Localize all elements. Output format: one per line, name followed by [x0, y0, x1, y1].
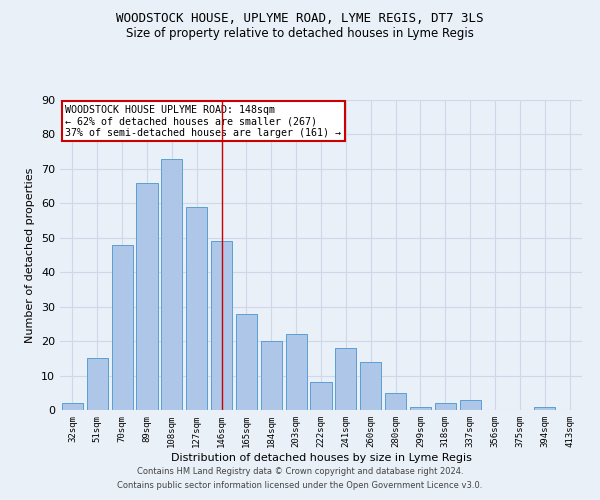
- Text: WOODSTOCK HOUSE, UPLYME ROAD, LYME REGIS, DT7 3LS: WOODSTOCK HOUSE, UPLYME ROAD, LYME REGIS…: [116, 12, 484, 26]
- Bar: [360, 362, 381, 410]
- Bar: [335, 348, 356, 410]
- Text: Size of property relative to detached houses in Lyme Regis: Size of property relative to detached ho…: [126, 28, 474, 40]
- Bar: [410, 406, 431, 410]
- Text: Contains HM Land Registry data © Crown copyright and database right 2024.: Contains HM Land Registry data © Crown c…: [137, 467, 463, 476]
- Bar: [112, 244, 133, 410]
- Bar: [435, 403, 456, 410]
- Bar: [286, 334, 307, 410]
- Text: Contains public sector information licensed under the Open Government Licence v3: Contains public sector information licen…: [118, 481, 482, 490]
- X-axis label: Distribution of detached houses by size in Lyme Regis: Distribution of detached houses by size …: [170, 452, 472, 462]
- Bar: [211, 241, 232, 410]
- Y-axis label: Number of detached properties: Number of detached properties: [25, 168, 35, 342]
- Bar: [534, 406, 555, 410]
- Bar: [460, 400, 481, 410]
- Bar: [87, 358, 108, 410]
- Bar: [385, 393, 406, 410]
- Bar: [186, 207, 207, 410]
- Text: WOODSTOCK HOUSE UPLYME ROAD: 148sqm
← 62% of detached houses are smaller (267)
3: WOODSTOCK HOUSE UPLYME ROAD: 148sqm ← 62…: [65, 104, 341, 138]
- Bar: [236, 314, 257, 410]
- Bar: [62, 403, 83, 410]
- Bar: [161, 158, 182, 410]
- Bar: [136, 182, 158, 410]
- Bar: [261, 341, 282, 410]
- Bar: [310, 382, 332, 410]
